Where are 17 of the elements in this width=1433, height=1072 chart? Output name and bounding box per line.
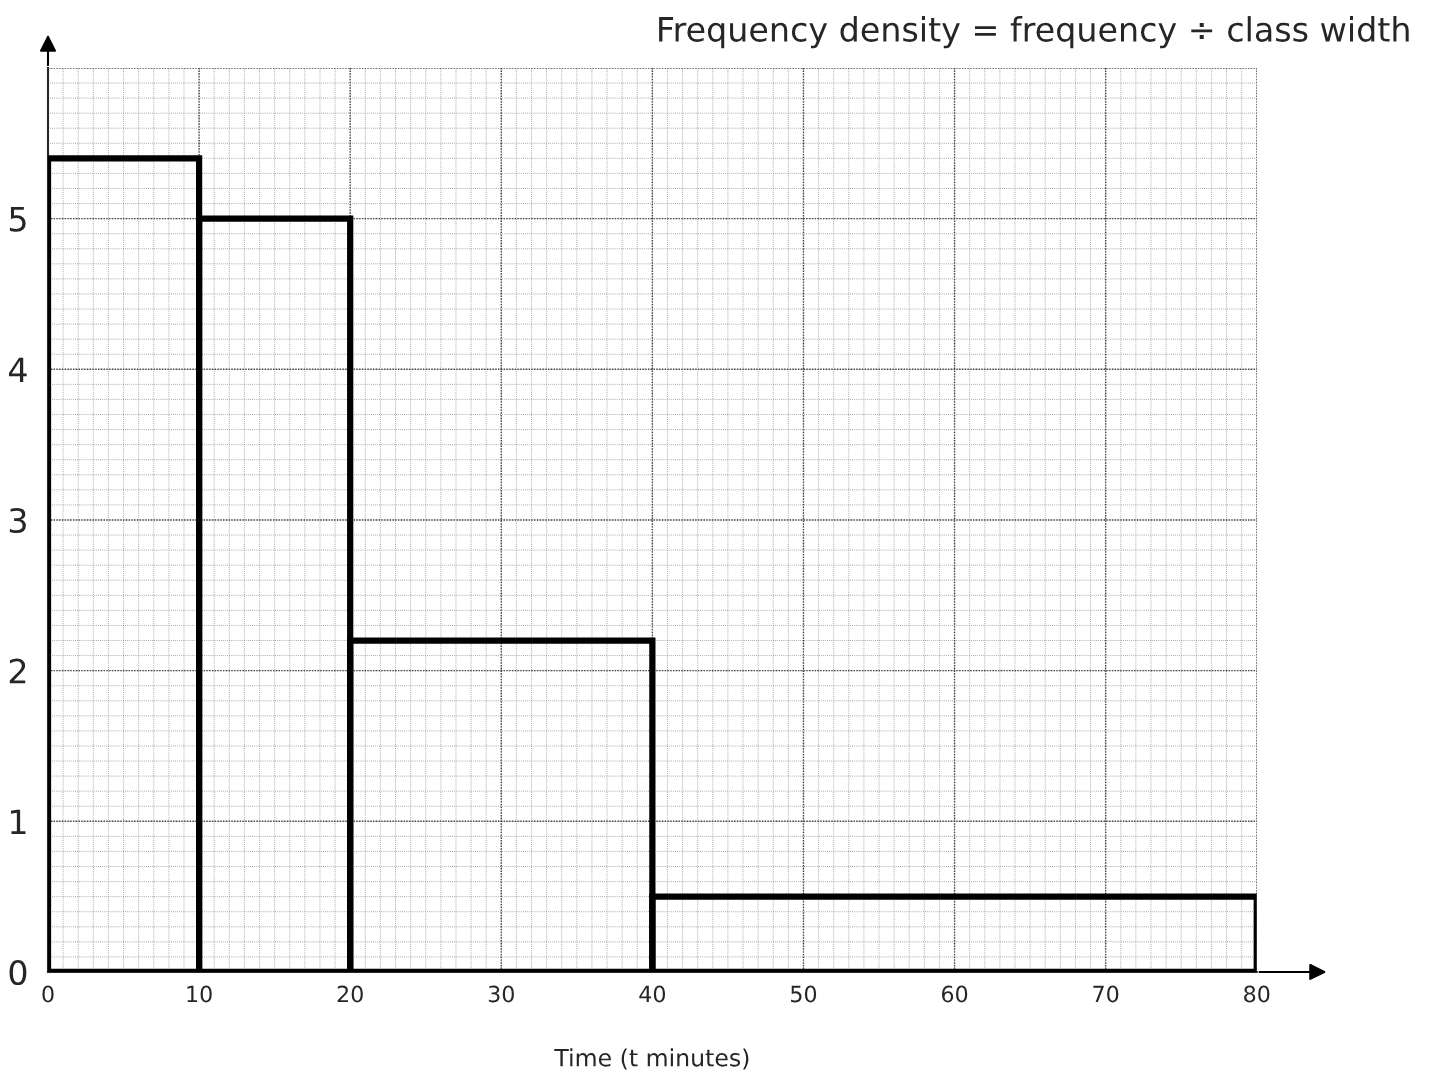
x-tick-label: 70 <box>1093 985 1119 1003</box>
x-tick-label: 60 <box>941 985 968 1003</box>
y-tick-label: 2 <box>9 658 26 684</box>
y-tick-label: 0 <box>9 959 27 986</box>
x-tick-label: 30 <box>488 985 514 1003</box>
y-tick-label: 1 <box>11 809 26 834</box>
x-tick-label: 20 <box>337 985 363 1003</box>
x-tick-label: 10 <box>187 985 212 1003</box>
x-tick-label: 40 <box>639 985 666 1003</box>
y-tick-label: 3 <box>9 507 26 534</box>
x-tick-label: 0 <box>42 985 54 1003</box>
x-tick-label: 80 <box>1244 985 1270 1003</box>
y-axis-title: Frequency density = frequency ÷ class width <box>659 16 1409 49</box>
x-axis-title: Time (t minutes) <box>554 1048 749 1070</box>
y-tick-label: 4 <box>8 357 27 382</box>
y-tick-label: 5 <box>9 207 26 232</box>
x-tick-label: 50 <box>791 985 817 1003</box>
